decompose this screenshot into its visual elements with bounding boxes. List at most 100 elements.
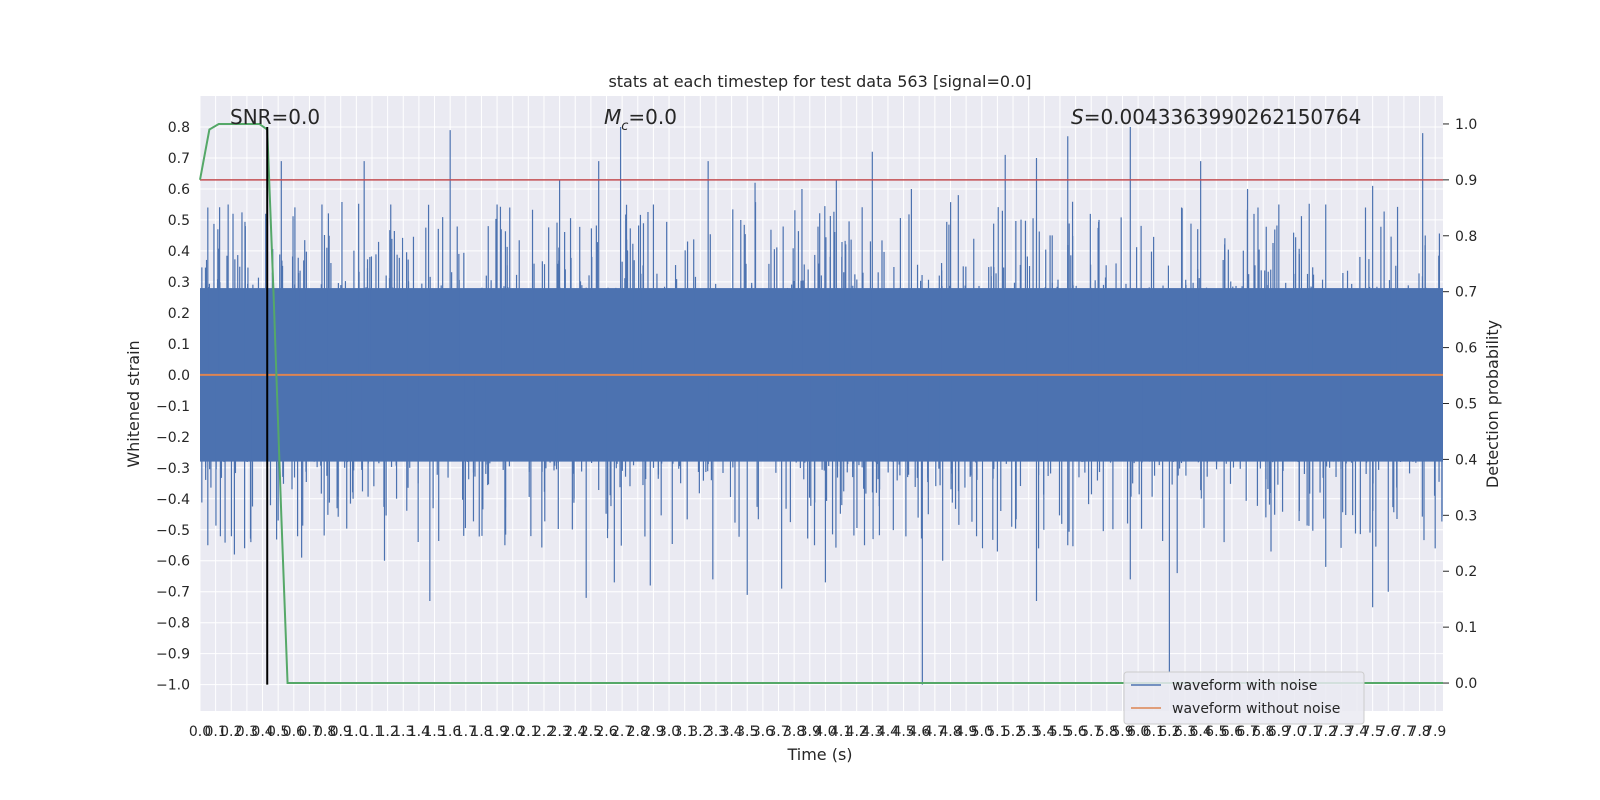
x-tick-label: 5.0 [971,724,993,740]
chirp-mass-symbol: M [604,105,621,129]
x-tick-label: 3.8 [783,724,805,740]
x-tick-label: 5.2 [1002,724,1024,740]
x-tick-label: 7.8 [1408,724,1430,740]
y-tick-label: 0.4 [168,244,190,260]
right-y-tick-label: 0.8 [1455,229,1477,245]
y-tick-label: −0.7 [156,585,190,601]
y-tick-label: 0.5 [168,213,190,229]
legend: waveform with noise waveform without noi… [1123,671,1365,725]
y-tick-labels: 0.8 0.7 0.6 0.5 0.4 0.3 0.2 0.1 0.0 −0.1 −0.2 −0.3 −… [156,120,190,694]
x-tick-label: 0.8 [314,724,336,740]
x-axis-label: Time (s) [786,745,852,764]
x-tick-label: 1.5 [423,724,445,740]
x-tick-label: 4.5 [892,724,914,740]
x-tick-label: 5.9 [1111,724,1133,740]
x-tick-label: 0.4 [251,724,273,740]
x-tick-label: 7.7 [1393,724,1415,740]
y-tick-label: −0.9 [156,647,190,663]
x-tick-label: 2.4 [564,724,586,740]
x-tick-label: 1.3 [392,724,414,740]
x-tick-label: 2.2 [533,724,555,740]
x-tick-label: 3.5 [736,724,758,740]
x-tick-label: 1.9 [486,724,508,740]
x-tick-label: 3.3 [705,724,727,740]
x-tick-label: 5.7 [1080,724,1102,740]
x-tick-label: 2.6 [595,724,617,740]
x-tick-label: 4.9 [955,724,977,740]
x-tick-label: 6.9 [1268,724,1290,740]
right-y-tick-label: 0.1 [1455,620,1477,636]
x-tick-label: 6.1 [1143,724,1165,740]
x-tick-label: 7.0 [1283,724,1305,740]
x-tick-label: 1.0 [345,724,367,740]
legend-label-waveform-with-noise: waveform with noise [1172,678,1317,694]
x-tick-label: 5.5 [1049,724,1071,740]
y-tick-label: 0.7 [168,151,190,167]
x-tick-labels: 0.00.10.20.30.40.50.60.70.80.91.01.11.21… [189,724,1446,740]
x-tick-label: 0.5 [267,724,289,740]
score-value: =0.0043363990262150764 [1084,105,1362,129]
x-tick-label: 4.4 [877,724,899,740]
x-tick-label: 7.3 [1330,724,1352,740]
right-y-tick-label: 0.4 [1455,452,1477,468]
x-tick-label: 2.1 [517,724,539,740]
x-tick-label: 5.3 [1018,724,1040,740]
y-tick-label: −0.6 [156,554,190,570]
score-symbol: S [1071,105,1084,129]
right-y-tick-label: 0.6 [1455,341,1477,357]
x-tick-label: 4.6 [908,724,930,740]
x-tick-label: 5.1 [986,724,1008,740]
x-tick-label: 6.5 [1205,724,1227,740]
x-tick-label: 1.8 [470,724,492,740]
x-tick-label: 2.7 [611,724,633,740]
x-tick-label: 4.7 [924,724,946,740]
x-tick-label: 0.2 [220,724,242,740]
x-tick-label: 2.9 [642,724,664,740]
right-y-tick-label: 0.9 [1455,173,1477,189]
x-tick-label: 3.4 [720,724,742,740]
right-y-tick-label: 0.2 [1455,564,1477,580]
y-tick-label: 0.1 [168,337,190,353]
x-tick-label: 7.4 [1346,724,1368,740]
x-tick-label: 4.2 [846,724,868,740]
chart-title: stats at each timestep for test data 563… [608,72,1031,91]
x-tick-label: 1.1 [361,724,383,740]
series-layer [199,122,1443,685]
y-tick-label: 0.6 [168,182,190,198]
x-tick-label: 7.2 [1315,724,1337,740]
x-tick-label: 3.9 [799,724,821,740]
x-tick-label: 6.0 [1127,724,1149,740]
x-tick-label: 4.3 [861,724,883,740]
x-tick-label: 2.3 [548,724,570,740]
y-axis-label: Whitened strain [124,340,143,467]
x-tick-label: 6.3 [1174,724,1196,740]
x-tick-label: 6.8 [1252,724,1274,740]
x-tick-label: 3.0 [658,724,680,740]
y-tick-label: 0.2 [168,306,190,322]
snr-annotation: SNR=0.0 [230,105,320,129]
x-tick-label: 7.6 [1377,724,1399,740]
x-tick-label: 5.4 [1033,724,1055,740]
right-y-tick-label: 0.0 [1455,676,1477,692]
right-y-tick-label: 1.0 [1455,117,1477,133]
x-tick-label: 0.0 [189,724,211,740]
x-tick-label: 7.5 [1362,724,1384,740]
y-tick-label: 0.0 [168,368,190,384]
x-tick-label: 4.1 [830,724,852,740]
detection-probability-line [199,122,1443,685]
y-tick-label: 0.8 [168,120,190,136]
x-tick-label: 3.1 [674,724,696,740]
x-tick-label: 6.2 [1158,724,1180,740]
x-tick-label: 0.1 [205,724,227,740]
x-tick-label: 4.0 [814,724,836,740]
x-tick-label: 5.8 [1096,724,1118,740]
x-tick-label: 3.2 [689,724,711,740]
right-y-tick-label: 0.5 [1455,397,1477,413]
y-tick-label: −0.5 [156,523,190,539]
x-tick-label: 6.6 [1221,724,1243,740]
x-tick-label: 1.6 [439,724,461,740]
x-tick-label: 2.0 [502,724,524,740]
x-tick-label: 0.6 [283,724,305,740]
y-tick-label: −1.0 [156,678,190,694]
y-tick-label: −0.2 [156,430,190,446]
